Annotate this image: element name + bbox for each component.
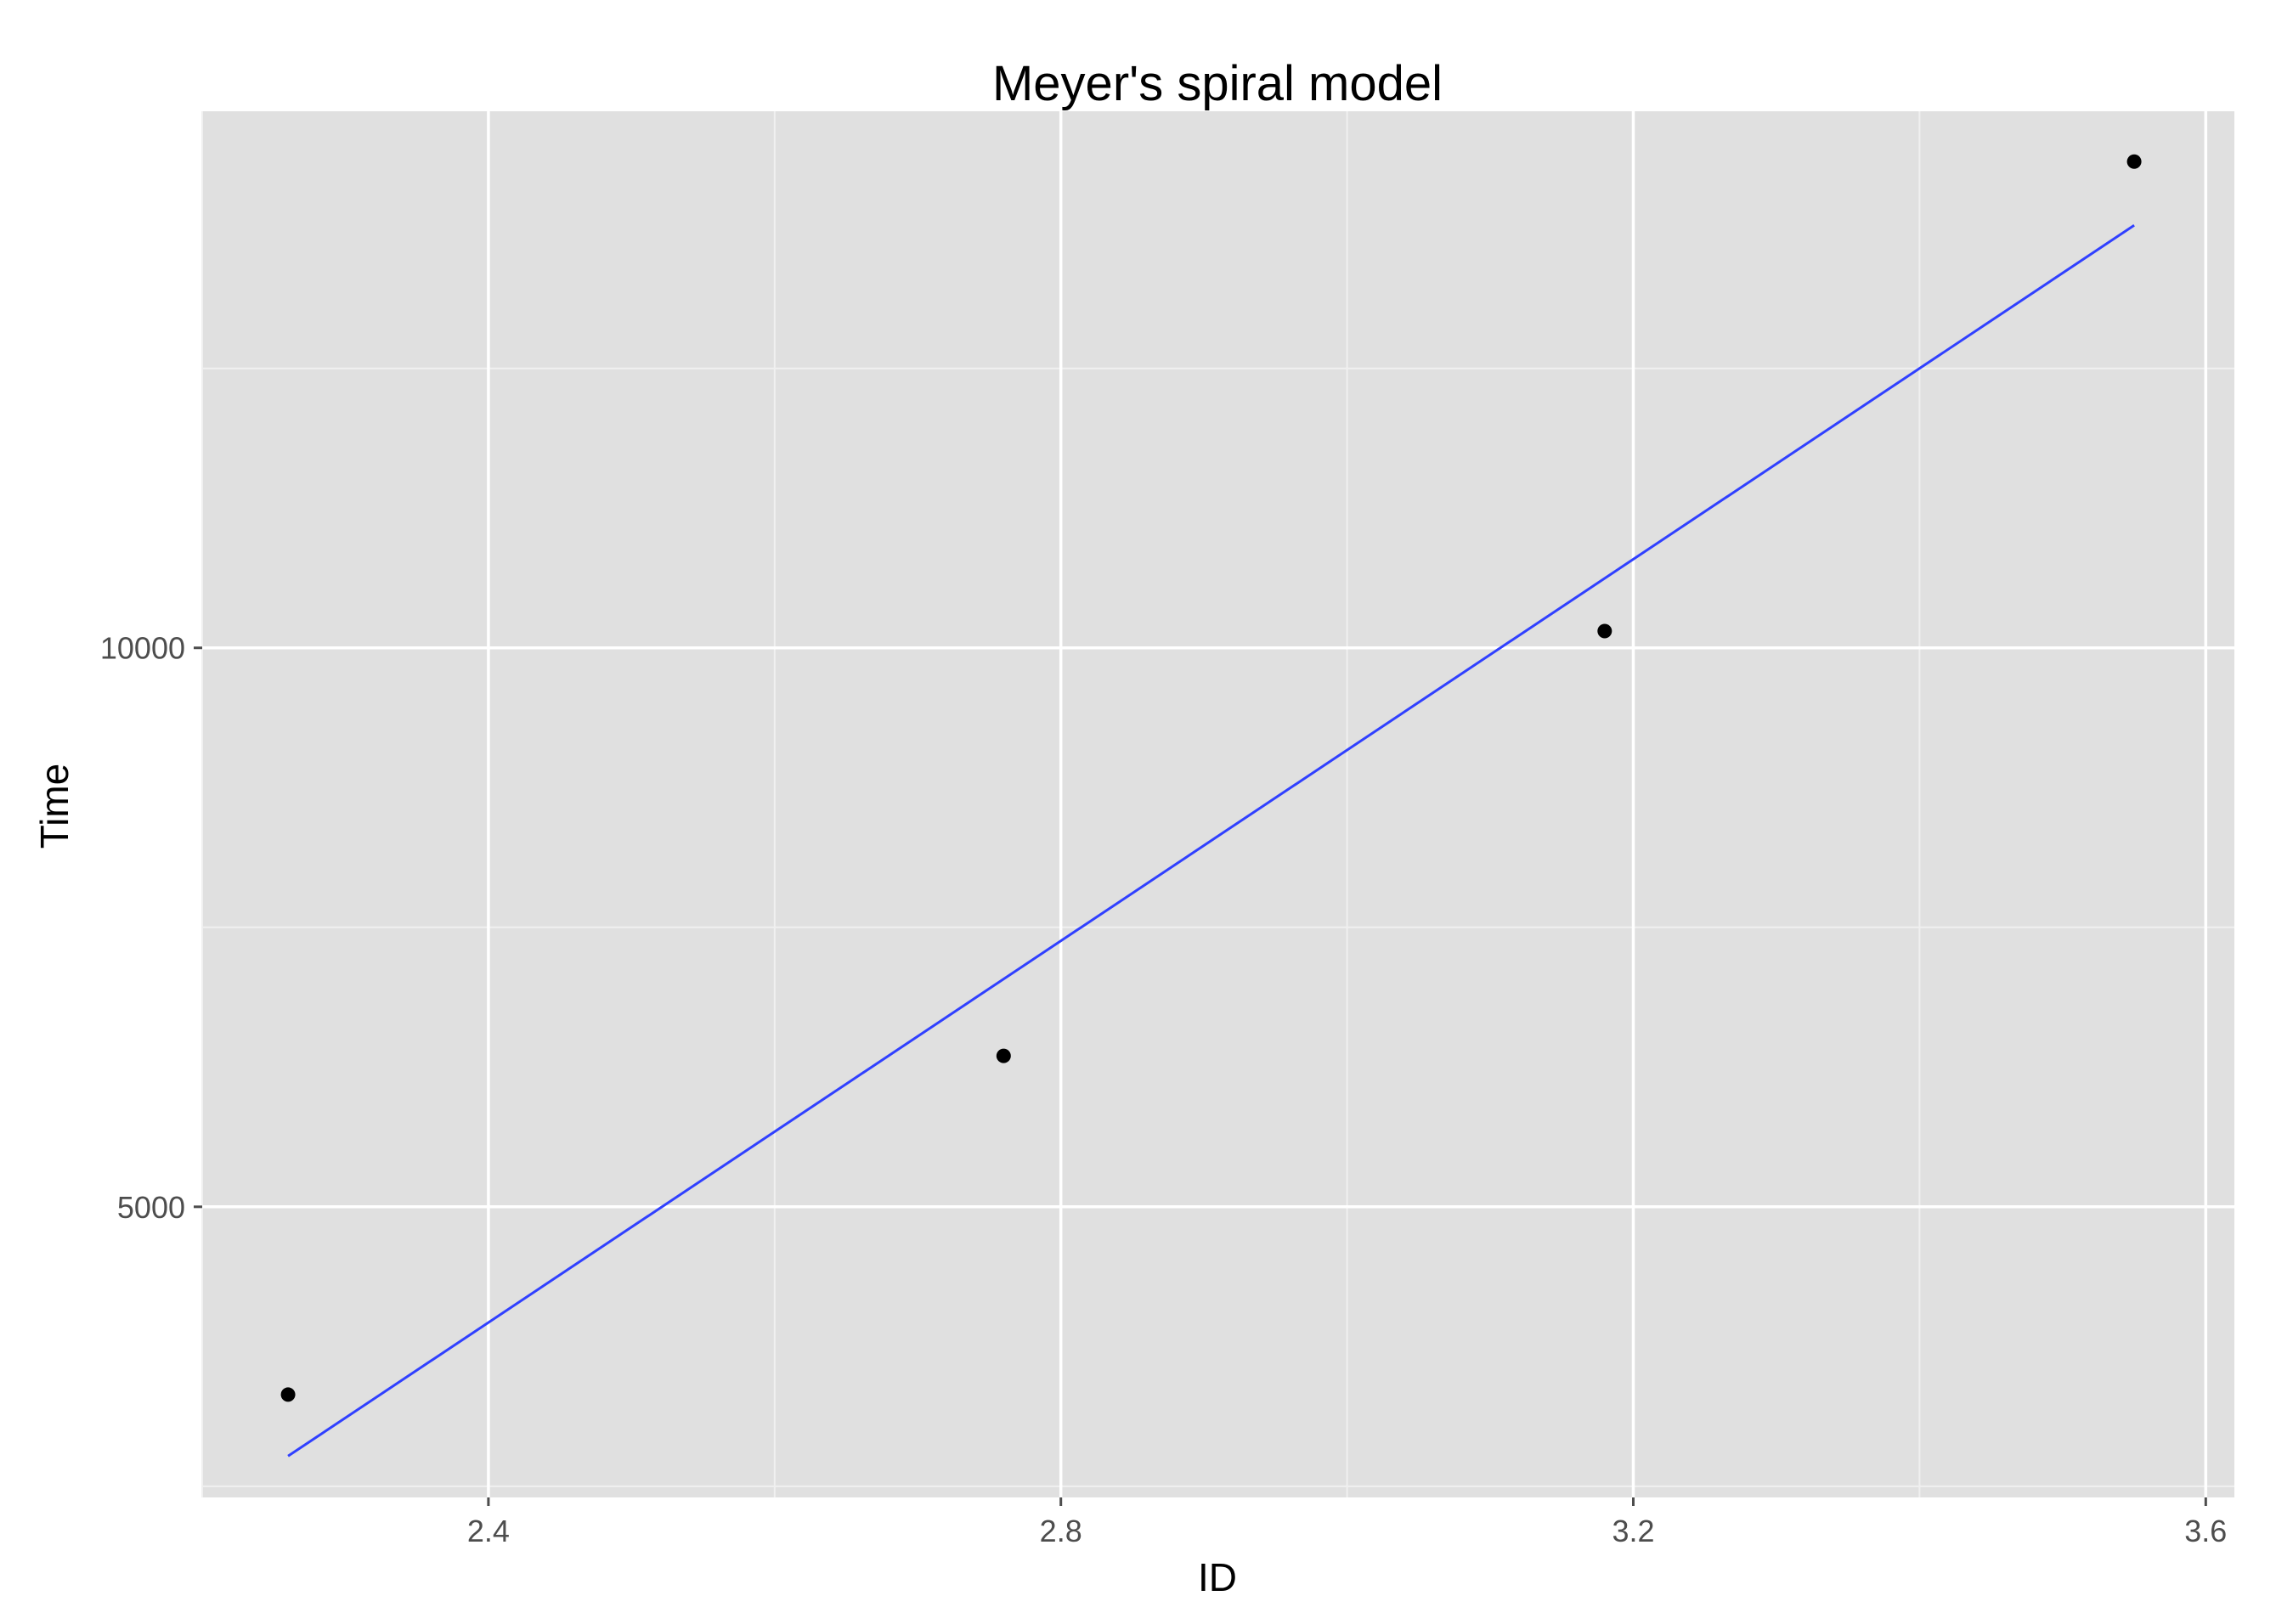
axis-ticks: [194, 646, 2207, 1506]
data-point: [2126, 154, 2142, 169]
data-point: [280, 1387, 296, 1402]
data-point: [1597, 623, 1612, 639]
plot-panel: [202, 111, 2234, 1497]
x-tick-labels: 2.4 2.8 3.2 3.6: [467, 1514, 2227, 1548]
y-tick-labels: 5000 10000: [100, 631, 185, 1225]
y-axis-title: Time: [32, 764, 76, 849]
fit-line: [287, 223, 2135, 1458]
x-tick-label: 2.4: [467, 1514, 510, 1548]
x-axis-title: ID: [1198, 1555, 1237, 1599]
major-gridlines: [202, 111, 2234, 1497]
data-point: [996, 1048, 1011, 1063]
y-tick-label: 5000: [117, 1190, 185, 1225]
x-tick-label: 3.2: [1612, 1514, 1654, 1548]
y-tick-label: 10000: [100, 631, 185, 666]
minor-gridlines: [201, 111, 2234, 1497]
data-points: [280, 154, 2142, 1402]
x-tick-label: 2.8: [1040, 1514, 1082, 1548]
chart-title: Meyer's spiral model: [992, 56, 1443, 111]
x-tick-label: 3.6: [2184, 1514, 2227, 1548]
